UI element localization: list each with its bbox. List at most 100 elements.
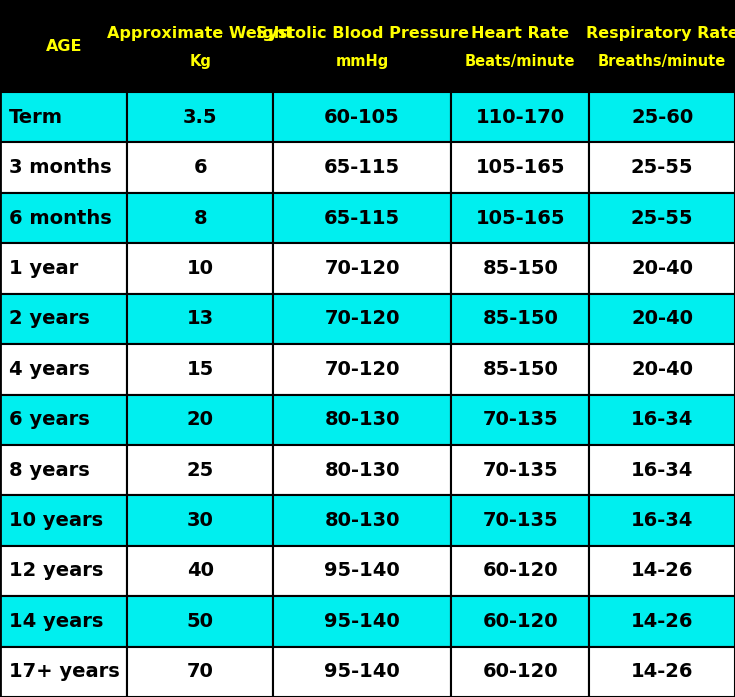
Bar xyxy=(451,0,589,92)
Bar xyxy=(127,0,273,92)
Bar xyxy=(0,243,127,293)
Text: 6: 6 xyxy=(193,158,207,177)
Text: 70-120: 70-120 xyxy=(324,259,400,278)
Bar xyxy=(127,193,273,243)
Text: 13: 13 xyxy=(187,309,214,328)
Bar xyxy=(589,0,735,92)
Bar xyxy=(589,395,735,445)
Bar xyxy=(127,243,273,293)
Text: 16-34: 16-34 xyxy=(631,411,693,429)
Bar xyxy=(273,293,451,344)
Bar xyxy=(451,344,589,395)
Bar xyxy=(589,344,735,395)
Bar xyxy=(127,142,273,193)
Text: 20-40: 20-40 xyxy=(631,360,693,378)
Bar xyxy=(273,0,451,92)
Text: 105-165: 105-165 xyxy=(476,158,565,177)
Text: 8: 8 xyxy=(193,208,207,227)
Bar xyxy=(451,92,589,142)
Text: 85-150: 85-150 xyxy=(482,259,559,278)
Bar xyxy=(273,142,451,193)
Bar xyxy=(451,445,589,496)
Bar xyxy=(0,193,127,243)
Text: 15: 15 xyxy=(187,360,214,378)
Text: Approximate Weight: Approximate Weight xyxy=(107,26,293,41)
Text: 70-120: 70-120 xyxy=(324,309,400,328)
Text: 80-130: 80-130 xyxy=(324,511,400,530)
Text: 30: 30 xyxy=(187,511,214,530)
Text: 14-26: 14-26 xyxy=(631,612,694,631)
Bar xyxy=(127,596,273,647)
Text: 70-135: 70-135 xyxy=(482,461,558,480)
Text: 6 years: 6 years xyxy=(9,411,90,429)
Text: Systolic Blood Pressure: Systolic Blood Pressure xyxy=(256,26,468,41)
Bar xyxy=(0,596,127,647)
Bar xyxy=(273,546,451,596)
Bar xyxy=(589,92,735,142)
Bar xyxy=(589,193,735,243)
Text: 70-135: 70-135 xyxy=(482,411,558,429)
Bar xyxy=(451,142,589,193)
Text: 10: 10 xyxy=(187,259,214,278)
Text: 25-60: 25-60 xyxy=(631,108,693,127)
Bar xyxy=(273,92,451,142)
Text: 95-140: 95-140 xyxy=(324,612,400,631)
Text: 60-120: 60-120 xyxy=(482,612,558,631)
Bar xyxy=(273,647,451,697)
Bar xyxy=(127,546,273,596)
Text: 4 years: 4 years xyxy=(9,360,90,378)
Bar xyxy=(127,92,273,142)
Bar xyxy=(127,344,273,395)
Text: 25-55: 25-55 xyxy=(631,158,694,177)
Text: 3 months: 3 months xyxy=(9,158,112,177)
Text: Beats/minute: Beats/minute xyxy=(465,54,576,69)
Bar xyxy=(451,596,589,647)
Bar xyxy=(451,193,589,243)
Bar xyxy=(589,647,735,697)
Bar xyxy=(273,193,451,243)
Bar xyxy=(451,243,589,293)
Text: 60-105: 60-105 xyxy=(324,108,400,127)
Text: 16-34: 16-34 xyxy=(631,461,693,480)
Bar xyxy=(589,142,735,193)
Text: 6 months: 6 months xyxy=(9,208,112,227)
Bar xyxy=(451,395,589,445)
Text: 110-170: 110-170 xyxy=(476,108,565,127)
Text: 80-130: 80-130 xyxy=(324,411,400,429)
Text: 20-40: 20-40 xyxy=(631,259,693,278)
Bar xyxy=(589,546,735,596)
Text: 40: 40 xyxy=(187,562,214,581)
Bar xyxy=(451,496,589,546)
Text: 85-150: 85-150 xyxy=(482,360,559,378)
Bar xyxy=(589,293,735,344)
Text: 16-34: 16-34 xyxy=(631,511,693,530)
Bar xyxy=(0,546,127,596)
Bar xyxy=(451,293,589,344)
Text: 25-55: 25-55 xyxy=(631,208,694,227)
Bar xyxy=(127,445,273,496)
Bar xyxy=(589,243,735,293)
Bar xyxy=(0,344,127,395)
Text: 60-120: 60-120 xyxy=(482,662,558,681)
Text: Kg: Kg xyxy=(189,54,211,69)
Text: 2 years: 2 years xyxy=(9,309,90,328)
Bar xyxy=(589,596,735,647)
Bar xyxy=(0,445,127,496)
Text: mmHg: mmHg xyxy=(335,54,389,69)
Bar xyxy=(589,496,735,546)
Bar xyxy=(0,496,127,546)
Text: Breaths/minute: Breaths/minute xyxy=(598,54,726,69)
Bar xyxy=(273,596,451,647)
Bar xyxy=(273,243,451,293)
Bar xyxy=(0,142,127,193)
Text: 65-115: 65-115 xyxy=(324,158,400,177)
Bar xyxy=(273,344,451,395)
Bar xyxy=(0,293,127,344)
Bar xyxy=(127,496,273,546)
Text: AGE: AGE xyxy=(46,38,82,54)
Text: 85-150: 85-150 xyxy=(482,309,559,328)
Text: Term: Term xyxy=(9,108,62,127)
Text: 25: 25 xyxy=(187,461,214,480)
Text: 95-140: 95-140 xyxy=(324,562,400,581)
Text: 14-26: 14-26 xyxy=(631,562,694,581)
